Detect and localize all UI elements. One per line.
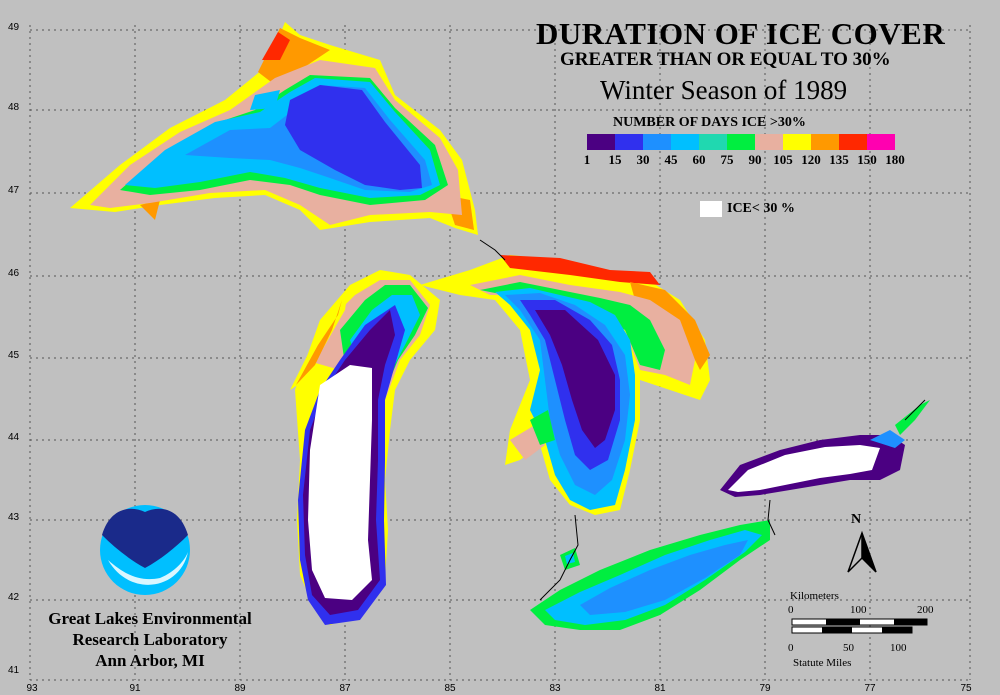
legend-tick-label: 90 [748, 152, 762, 167]
lat-label: 49 [8, 22, 20, 33]
legend-swatch [587, 134, 615, 150]
scale-km-tick: 100 [850, 604, 867, 616]
lat-label: 43 [8, 512, 20, 523]
lat-label: 46 [8, 268, 20, 279]
lon-label: 89 [234, 683, 246, 694]
lat-label: 41 [8, 665, 20, 676]
legend-tick-label: 105 [773, 152, 793, 167]
legend-tick-label: 45 [664, 152, 678, 167]
lon-label: 91 [129, 683, 141, 694]
map-subtitle: GREATER THAN OR EQUAL TO 30% [560, 49, 891, 70]
lon-label: 93 [26, 683, 38, 694]
map-title: DURATION OF ICE COVER [536, 16, 946, 51]
legend-swatch [727, 134, 755, 150]
legend-tick-label: 1 [583, 152, 591, 167]
ice-legend-swatch [700, 201, 722, 217]
legend-tick-label: 120 [801, 152, 821, 167]
legend-ticks: 1 15 30 45 60 75 90 105 120 135 150 180 [578, 152, 938, 168]
scale-mi-tick: 0 [788, 642, 794, 654]
legend-swatch [699, 134, 727, 150]
lat-label: 47 [8, 185, 20, 196]
lon-label: 75 [960, 683, 972, 694]
north-label: N [851, 512, 862, 527]
scale-km-tick: 200 [917, 604, 934, 616]
legend-swatch [811, 134, 839, 150]
noaa-logo-icon [100, 505, 190, 595]
shorelines [479, 239, 926, 601]
legend-tick-label: 30 [636, 152, 650, 167]
org-location: Ann Arbor, MI [95, 651, 205, 670]
lake-erie [530, 520, 770, 630]
legend-swatch [643, 134, 671, 150]
lake-michigan [290, 270, 440, 625]
lat-label: 45 [8, 350, 20, 361]
lake-huron [420, 255, 710, 515]
legend-tick-label: 15 [608, 152, 622, 167]
lon-label: 79 [759, 683, 771, 694]
scale-km-label: Kilometers [790, 590, 839, 602]
legend-tick-label: 150 [857, 152, 877, 167]
legend-swatch [671, 134, 699, 150]
org-name-line1: Great Lakes Environmental [48, 609, 252, 628]
legend-swatch [783, 134, 811, 150]
legend-title: NUMBER OF DAYS ICE >30% [613, 115, 806, 130]
legend-swatch [755, 134, 783, 150]
legend-tick-label: 75 [720, 152, 734, 167]
legend-swatch [615, 134, 643, 150]
map-season: Winter Season of 1989 [600, 75, 848, 105]
lake-superior [70, 22, 478, 235]
legend-tick-label: 180 [885, 152, 905, 167]
legend-tick-label: 60 [692, 152, 706, 167]
org-name-line2: Research Laboratory [72, 630, 228, 649]
lat-label: 42 [8, 592, 20, 603]
scale-mi-label: Statute Miles [793, 657, 852, 669]
legend-swatch [839, 134, 867, 150]
legend-tick-label: 135 [829, 152, 849, 167]
scale-km-tick: 0 [788, 604, 794, 616]
ice-legend-label: ICE< 30 % [727, 201, 795, 216]
lon-label: 87 [339, 683, 351, 694]
lat-label: 48 [8, 102, 20, 113]
lon-label: 85 [444, 683, 456, 694]
lon-label: 83 [549, 683, 561, 694]
lat-label: 44 [8, 432, 20, 443]
legend-color-bar [587, 134, 895, 150]
lon-label: 81 [654, 683, 666, 694]
scale-mi-tick: 50 [843, 642, 854, 654]
lon-label: 77 [864, 683, 876, 694]
scale-bar [791, 618, 928, 634]
lake-ontario [720, 400, 930, 497]
legend-swatch [867, 134, 895, 150]
scale-mi-tick: 100 [890, 642, 907, 654]
